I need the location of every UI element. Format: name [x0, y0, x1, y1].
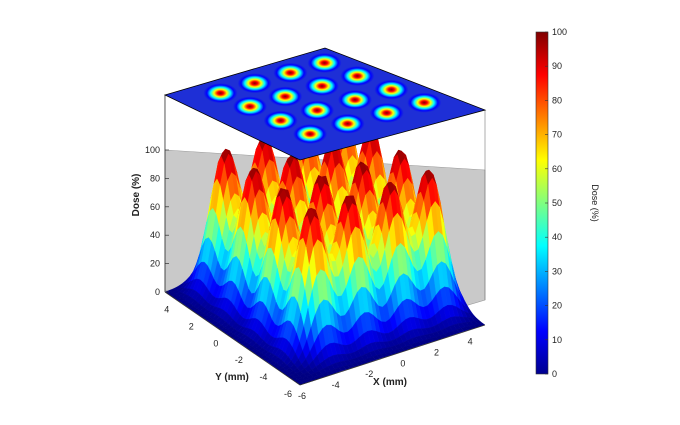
y-ticks: -6 -4 -2 0 2 4 [164, 304, 292, 399]
z-tick-label: 80 [150, 173, 160, 183]
colorbar-tick-label: 20 [552, 301, 562, 311]
y-axis-label: Y (mm) [215, 372, 249, 383]
heatmap-spot [268, 86, 303, 107]
colorbar-tick-label: 10 [552, 335, 562, 345]
heatmap-spot [307, 52, 342, 73]
z-tick-label: 40 [150, 230, 160, 240]
heatmap-spot [237, 73, 272, 94]
y-tick-label: 0 [213, 338, 218, 348]
heatmap-spot [407, 92, 442, 113]
colorbar-ticks: 0 10 20 30 40 50 60 70 80 90 100 [545, 27, 567, 379]
x-axis-line [299, 324, 486, 386]
z-axis-label: Dose (%) [131, 174, 142, 217]
colorbar-tick-label: 50 [552, 198, 562, 208]
z-tick-label: 20 [150, 259, 160, 269]
y-tick-label: 2 [189, 321, 194, 331]
x-axis-label: X (mm) [373, 377, 407, 388]
colorbar-tick-label: 60 [552, 164, 562, 174]
colorbar-label: Dose (%) [590, 184, 600, 222]
heatmap-spot [263, 110, 298, 131]
heatmap-spot [369, 102, 404, 123]
colorbar-tick-label: 30 [552, 266, 562, 276]
heatmap-spot [300, 100, 335, 121]
top-heatmap [163, 47, 487, 161]
x-tick-label: 0 [400, 358, 405, 368]
heatmap-spot [340, 66, 375, 86]
colorbar-tick-label: 0 [552, 369, 557, 379]
x-tick-label: -2 [365, 369, 373, 379]
heatmap-spot [330, 113, 365, 134]
heatmap-spot [338, 89, 372, 110]
x-tick-label: -4 [332, 380, 340, 390]
x-tick-label: 2 [434, 347, 439, 357]
colorbar-tick-label: 80 [552, 95, 562, 105]
x-tick-label: -6 [298, 391, 306, 401]
y-tick-label: -6 [284, 389, 292, 399]
heatmap-spot [233, 96, 267, 117]
heatmap-spot [374, 79, 409, 100]
y-tick-label: -4 [259, 372, 267, 382]
x-ticks: -6 -4 -2 0 2 4 [298, 336, 473, 401]
y-tick-label: 4 [164, 304, 169, 314]
heatmap-spot [293, 124, 328, 144]
z-ticks: 0 20 40 60 80 100 [145, 145, 169, 297]
z-tick-label: 60 [150, 202, 160, 212]
z-tick-label: 0 [155, 287, 160, 297]
top-heatmap-spots [203, 52, 442, 144]
colorbar-tick-label: 90 [552, 61, 562, 71]
x-tick-label: 4 [468, 336, 473, 346]
y-axis-line [164, 291, 301, 386]
colorbar-tick-label: 70 [552, 130, 562, 140]
z-tick-label: 100 [145, 145, 160, 155]
y-tick-label: -2 [235, 355, 243, 365]
heatmap-spot [273, 62, 308, 83]
heatmap-spot [203, 83, 238, 104]
heatmap-spot [305, 76, 339, 96]
dose-surface [164, 110, 486, 386]
colorbar-tick-label: 100 [552, 27, 567, 37]
colorbar-tick-label: 40 [552, 232, 562, 242]
